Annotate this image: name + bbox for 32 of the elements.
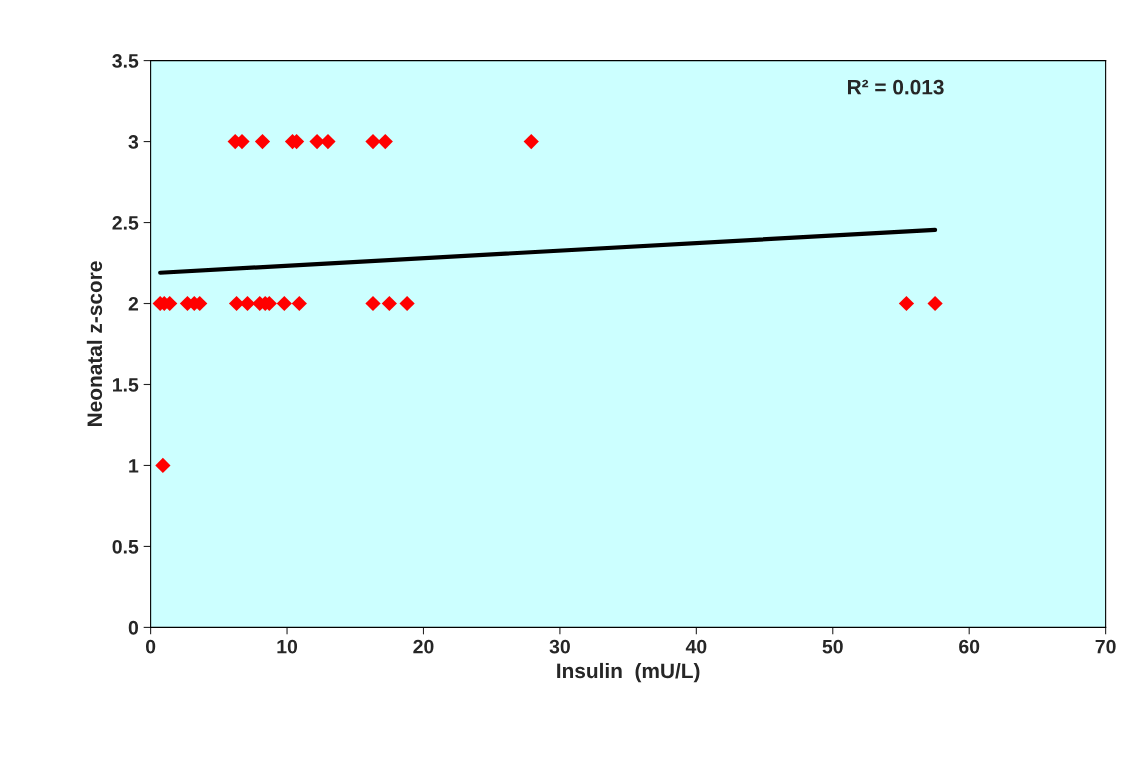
x-tick-label: 20	[413, 639, 434, 654]
x-tick-label: 50	[822, 639, 843, 654]
point	[523, 133, 539, 150]
point	[377, 133, 393, 150]
y-tick-label: 3	[128, 135, 139, 149]
annotation: R² = 0.013	[847, 79, 944, 95]
y-tick-label: 1.5	[113, 378, 139, 392]
x-tick-label: 0	[145, 639, 156, 654]
x-axis-title: Insulin (mU/L)	[557, 662, 700, 683]
point	[276, 295, 292, 312]
point	[365, 133, 381, 150]
x-tick-label: 40	[685, 639, 707, 654]
point	[320, 133, 336, 150]
point	[898, 295, 915, 312]
y-tick-label: 0	[128, 620, 139, 635]
y-tick-label: 2.5	[112, 216, 139, 230]
point	[365, 295, 381, 312]
point	[291, 295, 307, 312]
point	[399, 295, 415, 312]
y-tick-label: 0.5	[112, 539, 139, 554]
y-tick-label: 3.5	[112, 54, 139, 68]
y-axis-title: Neonatal z-score	[86, 261, 103, 426]
x-tick-label: 60	[959, 639, 980, 654]
point	[927, 295, 943, 312]
point	[155, 457, 171, 474]
x-tick-label: 30	[549, 639, 570, 654]
x-tick-label: 10	[277, 639, 298, 654]
y-tick-label: 2	[128, 296, 139, 311]
x-tick-label: 70	[1095, 639, 1116, 654]
y-tick-label: 1	[129, 459, 139, 473]
point	[381, 295, 397, 312]
point	[254, 133, 271, 150]
